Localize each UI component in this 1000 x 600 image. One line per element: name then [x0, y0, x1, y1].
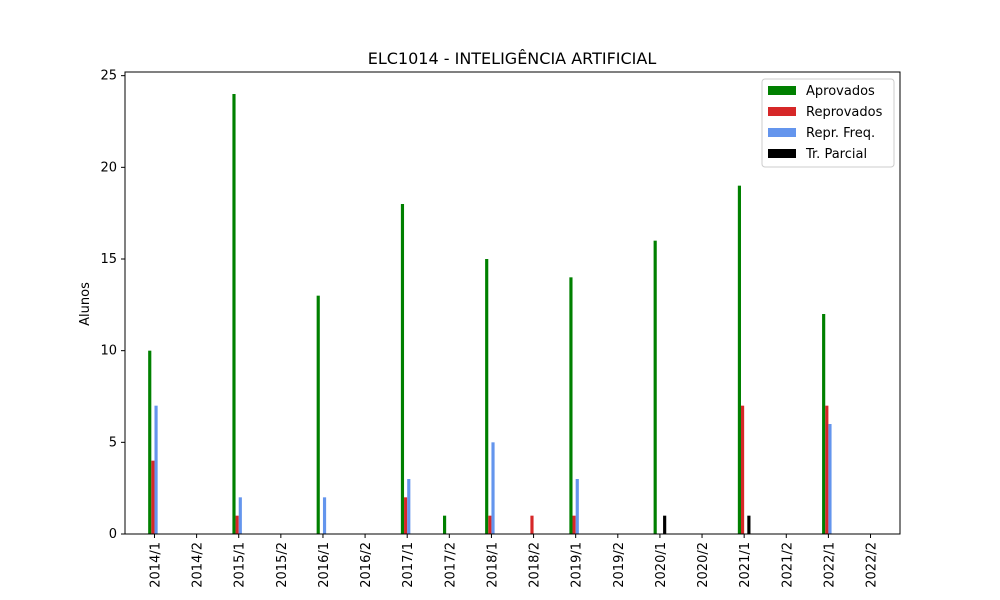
- legend-swatch: [768, 107, 796, 116]
- bar-repr-freq--2022-1: [828, 424, 832, 534]
- bar-aprovados-2022-1: [822, 314, 826, 534]
- bar-reprovados-2014-1: [151, 460, 155, 534]
- x-tick-label: 2017/1: [401, 542, 416, 588]
- x-tick-label: 2014/1: [148, 542, 163, 588]
- x-tick-label: 2019/2: [612, 542, 627, 588]
- bar-tr-parcial-2021-1: [747, 515, 751, 534]
- bar-reprovados-2022-1: [825, 405, 829, 534]
- legend-label: Aprovados: [806, 84, 875, 99]
- x-tick-label: 2016/2: [359, 542, 374, 588]
- bar-repr-freq--2015-1: [238, 497, 242, 534]
- plot-frame: [124, 71, 901, 535]
- x-tick-label: 2021/1: [738, 542, 753, 588]
- x-tick-label: 2022/2: [865, 542, 880, 588]
- y-tick-label: 5: [109, 435, 117, 450]
- x-tick-label: 2018/1: [485, 542, 500, 588]
- bar-aprovados-2017-2: [443, 515, 447, 534]
- bars-group: [148, 94, 832, 534]
- bar-repr-freq--2016-1: [322, 497, 327, 534]
- x-tick-label: 2022/1: [822, 542, 837, 588]
- y-tick-label: 0: [109, 527, 117, 542]
- y-tick-label: 25: [100, 69, 117, 84]
- bar-tr-parcial-2020-1: [663, 515, 667, 534]
- chart-title: ELC1014 - INTELIGÊNCIA ARTIFICIAL: [368, 49, 657, 68]
- legend-label: Repr. Freq.: [806, 126, 875, 141]
- bar-aprovados-2020-1: [653, 240, 657, 534]
- bar-reprovados-2021-1: [740, 405, 745, 534]
- legend-box: [761, 78, 895, 168]
- bar-aprovados-2019-1: [569, 277, 573, 534]
- bar-reprovados-2018-2: [530, 515, 534, 534]
- bar-reprovados-2015-1: [235, 515, 239, 534]
- bar-repr-freq--2017-1: [407, 479, 411, 534]
- legend-label: Reprovados: [806, 105, 883, 120]
- bar-reprovados-2018-1: [488, 515, 492, 534]
- legend-swatch: [768, 128, 796, 137]
- x-tick-label: 2020/1: [654, 542, 669, 588]
- bar-aprovados-2015-1: [232, 94, 236, 534]
- y-axis-label: Alunos: [78, 282, 93, 326]
- x-tick-label: 2018/2: [528, 542, 543, 588]
- legend-swatch: [768, 86, 796, 95]
- y-tick-label: 20: [100, 160, 117, 175]
- axes-group: 0 5 10 15 20 25 2014/1 2014/2 2015/1 2015/2 2016/1…: [100, 69, 901, 588]
- bar-repr-freq--2019-1: [575, 479, 579, 534]
- bar-aprovados-2016-1: [316, 295, 320, 534]
- x-tick-label: 2015/1: [233, 542, 248, 588]
- x-tick-label: 2015/2: [275, 542, 290, 588]
- bar-repr-freq--2018-1: [491, 442, 495, 534]
- x-tick-label: 2020/2: [696, 542, 711, 588]
- x-tick-label: 2016/1: [317, 542, 332, 588]
- bar-aprovados-2017-1: [400, 204, 405, 534]
- legend-label: Tr. Parcial: [805, 147, 867, 162]
- x-tick-label: 2014/2: [191, 542, 206, 588]
- y-tick-label: 15: [100, 252, 117, 267]
- bar-reprovados-2019-1: [572, 515, 576, 534]
- x-tick-label: 2019/1: [570, 542, 585, 588]
- legend-swatch: [768, 149, 796, 158]
- bar-aprovados-2014-1: [148, 350, 152, 534]
- x-tick-label: 2021/2: [780, 542, 795, 588]
- bar-aprovados-2018-1: [485, 259, 489, 534]
- bar-aprovados-2021-1: [737, 185, 741, 534]
- bar-reprovados-2017-1: [404, 497, 408, 534]
- x-tick-label: 2017/2: [443, 542, 458, 588]
- y-tick-label: 10: [100, 344, 117, 359]
- legend: Aprovados Reprovados Repr. Freq. Tr. Parcia…: [761, 78, 895, 168]
- bar-repr-freq--2014-1: [154, 405, 158, 534]
